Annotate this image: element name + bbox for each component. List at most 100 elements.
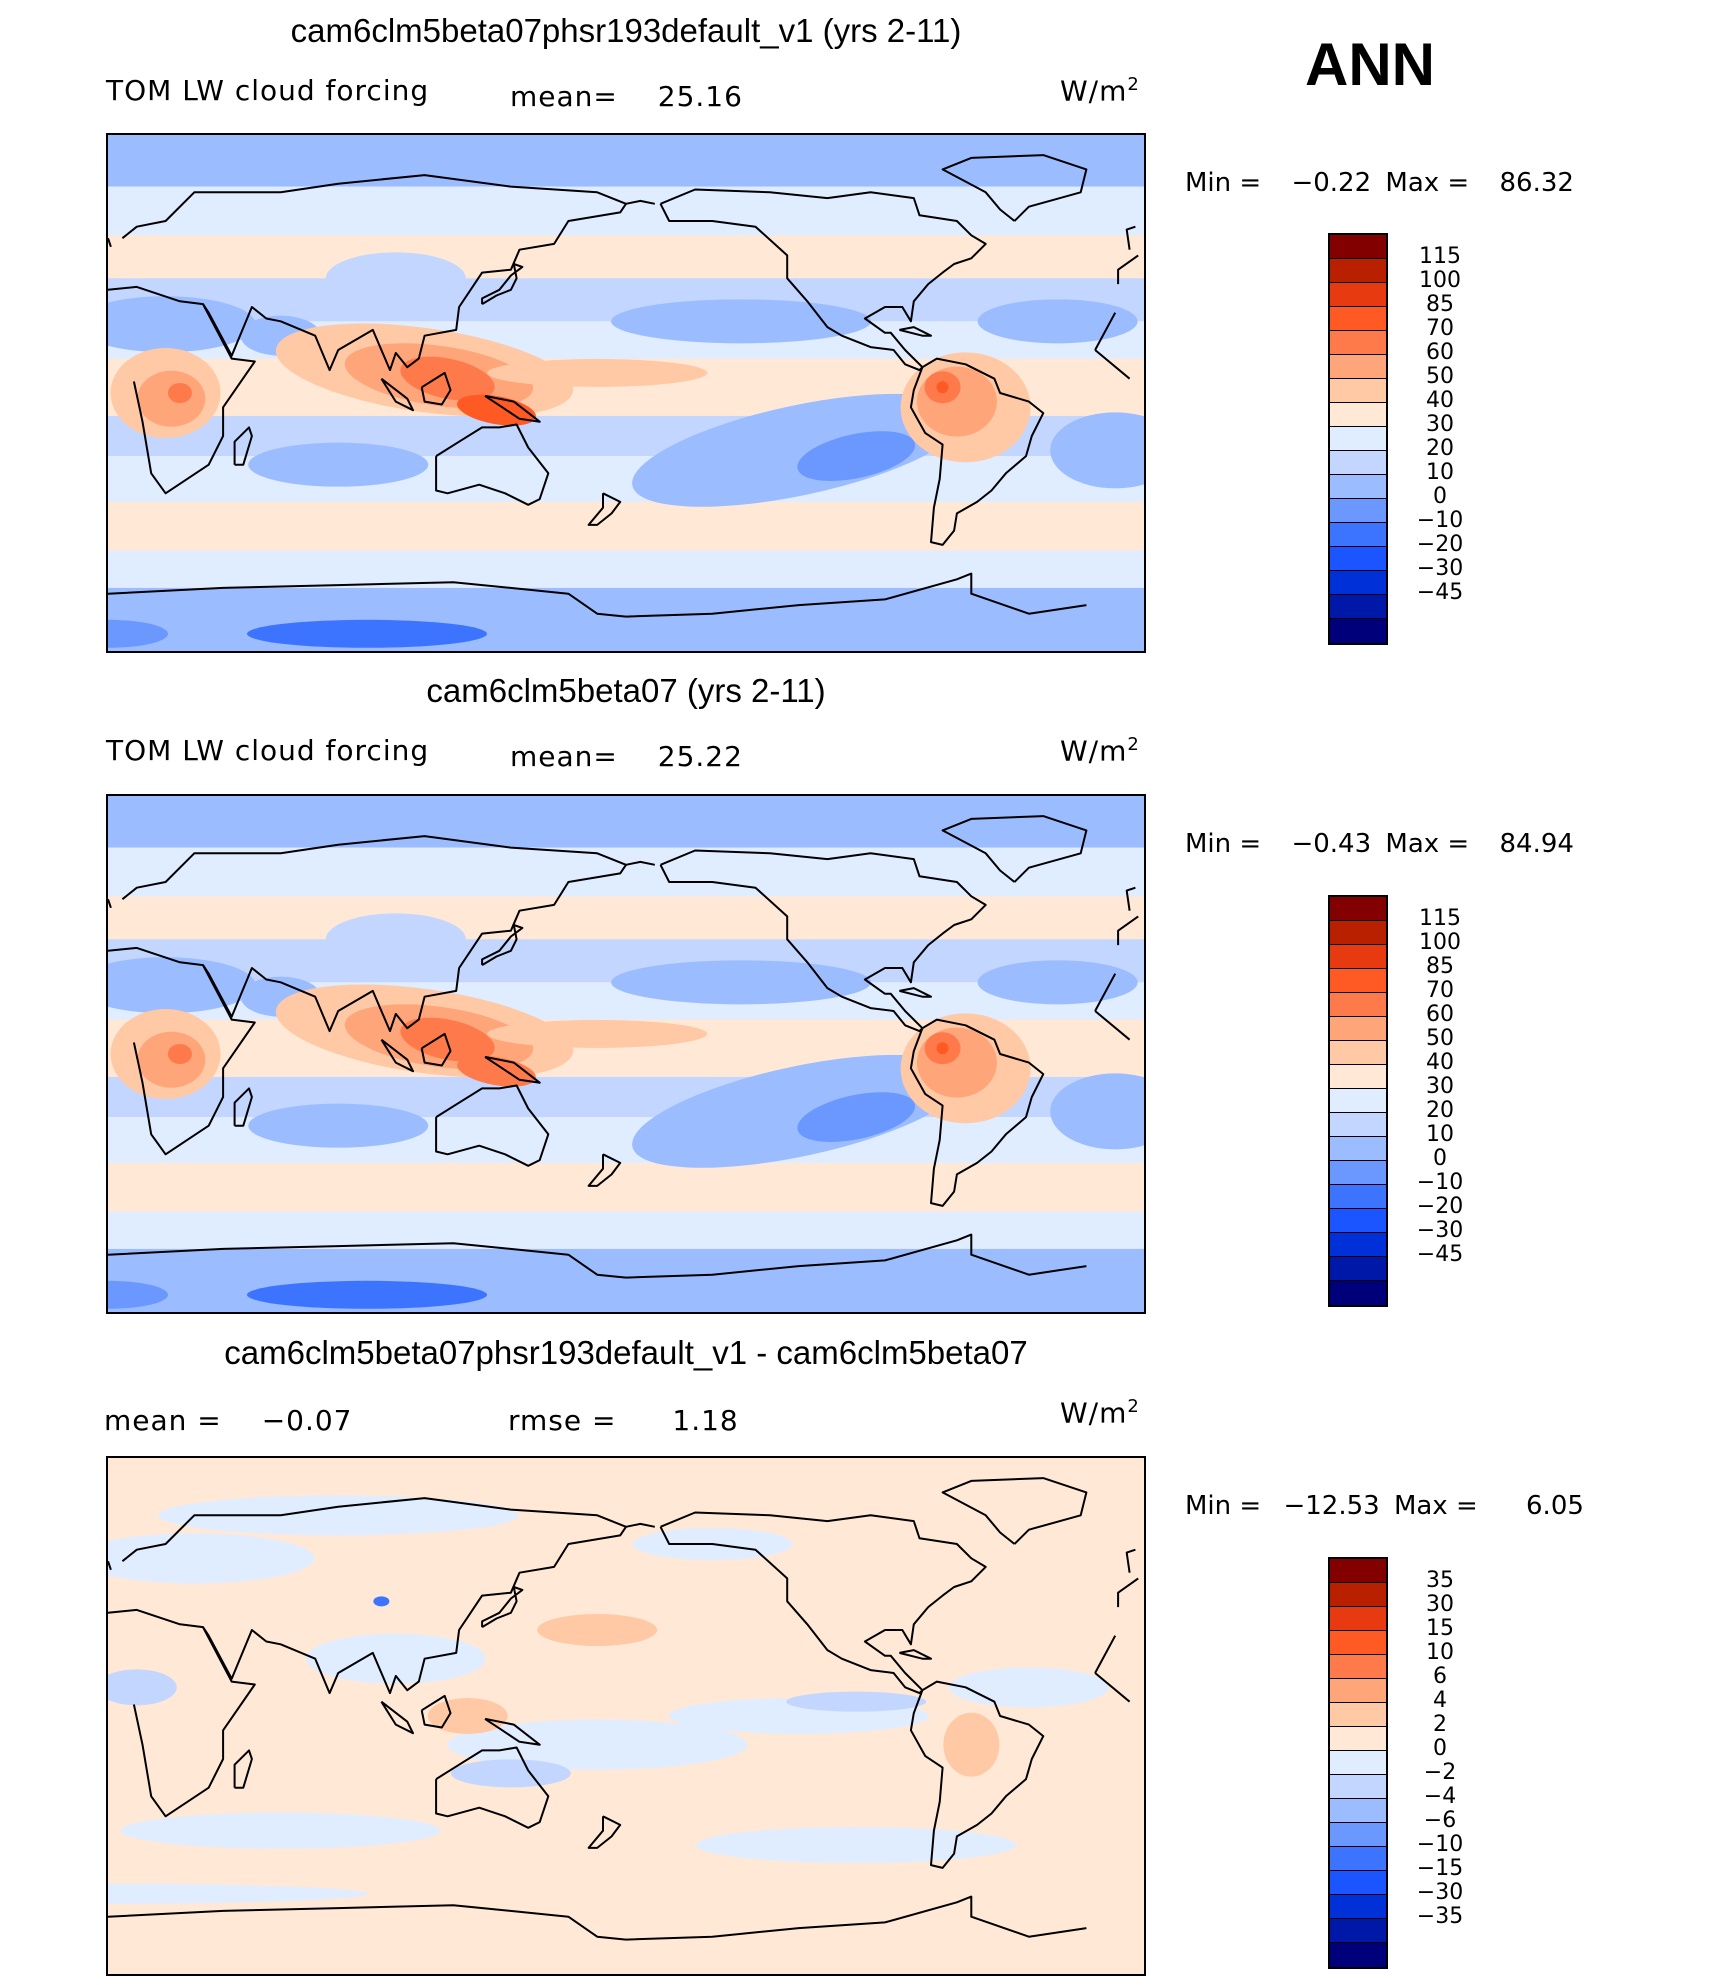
colorbar-swatch (1330, 451, 1386, 475)
panel-1-colorbar (1328, 233, 1388, 645)
coastline (202, 864, 627, 1033)
colorbar-tick-label: 0 (1433, 484, 1447, 509)
coastline (484, 1717, 541, 1746)
indian-ocean-low (248, 442, 429, 487)
colorbar-swatch (1330, 1655, 1386, 1679)
panel-3-minmax: Min = −12.53 Max = 6.05 (1185, 1491, 1584, 1521)
coastline (587, 1815, 622, 1849)
colorbar-swatch (1330, 307, 1386, 331)
coastline (909, 1680, 1045, 1869)
colorbar-tick-label: 30 (1426, 1592, 1454, 1617)
colorbar-tick-label: 0 (1433, 1146, 1447, 1171)
panel-2-map (106, 794, 1146, 1314)
colorbar-tick-label: −10 (1416, 1170, 1464, 1195)
panel-2-minmax: Min = −0.43 Max = 84.94 (1185, 829, 1574, 859)
colorbar-tick-label: 100 (1419, 930, 1461, 955)
panel-2-units-text: W/m (1060, 734, 1128, 768)
colorbar-tick-label: −10 (1416, 1832, 1464, 1857)
se-pacific-core (797, 1092, 916, 1142)
panel-2-colorbar (1328, 895, 1388, 1307)
colorbar-tick-label: 0 (1433, 1736, 1447, 1761)
colorbar-swatch (1330, 1137, 1386, 1161)
panel-3-rmse: rmse = 1.18 (508, 1404, 739, 1437)
storm-track-south (108, 1162, 1144, 1212)
storm-track-north (108, 896, 1144, 940)
panel-1-units-sup: 2 (1127, 74, 1140, 95)
panel-3-mean: mean = −0.07 (104, 1404, 353, 1437)
amazon-max (936, 1042, 949, 1055)
colorbar-swatch (1330, 897, 1386, 921)
coastline (233, 1087, 253, 1127)
colorbar-swatch (1330, 1017, 1386, 1041)
panel-1-colorbar-labels: 115 100 85 70 60 50 40 30 20 10 0 −10 −20 −30 −45 (1400, 233, 1480, 645)
panel-2-mean: mean= 25.22 (510, 740, 743, 773)
colorbar-swatch (1330, 1065, 1386, 1089)
negative-diff-core (108, 1669, 177, 1706)
coastline (484, 1055, 541, 1084)
colorbar-swatch (1330, 1281, 1386, 1305)
panel-2-units-sup: 2 (1127, 734, 1140, 755)
colorbar-swatch (1330, 1113, 1386, 1137)
colorbar-swatch (1330, 427, 1386, 451)
panel-3-rmse-value: 1.18 (672, 1404, 739, 1437)
coastline (108, 946, 1131, 1156)
colorbar-swatch (1330, 993, 1386, 1017)
panel-3-units-text: W/m (1060, 1396, 1128, 1430)
itcz-pacific (487, 1019, 708, 1048)
coastline (435, 423, 550, 506)
congo-core (167, 1044, 192, 1064)
colorbar-tick-label: 40 (1426, 1050, 1454, 1075)
panel-1-mean: mean= 25.16 (510, 80, 743, 113)
antarctica-band (108, 587, 1144, 651)
colorbar-swatch (1330, 595, 1386, 619)
colorbar-swatch (1330, 499, 1386, 523)
high-north-band (108, 186, 1144, 236)
colorbar-swatch (1330, 1847, 1386, 1871)
negative-diff-region (120, 1812, 441, 1849)
colorbar-swatch (1330, 1943, 1386, 1967)
npac-positive (537, 1614, 658, 1646)
amazon-positive (943, 1712, 1000, 1777)
colorbar-tick-label: −2 (1423, 1760, 1457, 1785)
colorbar-tick-label: −20 (1416, 1194, 1464, 1219)
panel-3-units: W/m2 (1060, 1396, 1140, 1429)
negative-diff-core (450, 1759, 571, 1788)
coastline (625, 1522, 655, 1528)
colorbar-swatch (1330, 1185, 1386, 1209)
colorbar-tick-label: 60 (1426, 340, 1454, 365)
coastline (380, 1700, 414, 1735)
colorbar-swatch (1330, 523, 1386, 547)
sahara-low (108, 296, 256, 353)
panel-3-map (106, 1456, 1146, 1976)
coastline (659, 1511, 987, 1695)
colorbar-swatch (1330, 547, 1386, 571)
colorbar-tick-label: 10 (1426, 460, 1454, 485)
coastline (659, 188, 987, 372)
panel-3-map-svg (108, 1458, 1144, 1974)
coastline (941, 815, 1088, 883)
panel-1-map (106, 133, 1146, 653)
asia-low (325, 252, 466, 305)
colorbar-swatch (1330, 1559, 1386, 1583)
coastline (233, 426, 253, 466)
panel-1-title: cam6clm5beta07phsr193default_v1 (yrs 2-1… (290, 12, 962, 49)
colorbar-swatch (1330, 1703, 1386, 1727)
indian-ocean-low (248, 1103, 429, 1148)
colorbar-swatch (1330, 1209, 1386, 1233)
coastline (420, 1032, 452, 1067)
colorbar-swatch (1330, 1607, 1386, 1631)
panel-3-min-value: −12.53 (1283, 1491, 1380, 1521)
panel-1-max-label: Max = (1385, 168, 1470, 198)
colorbar-tick-label: 70 (1426, 316, 1454, 341)
coastline (121, 835, 1139, 946)
tibet-min (373, 1596, 390, 1607)
colorbar-tick-label: 70 (1426, 978, 1454, 1003)
colorbar-tick-label: 35 (1426, 1568, 1454, 1593)
colorbar-swatch (1330, 331, 1386, 355)
coastline (380, 377, 414, 412)
panel-2-max-label: Max = (1385, 829, 1470, 859)
colorbar-tick-label: −45 (1416, 1242, 1464, 1267)
colorbar-tick-label: 6 (1433, 1664, 1447, 1689)
panel-1-variable: TOM LW cloud forcing (106, 74, 430, 107)
colorbar-tick-label: 15 (1426, 1616, 1454, 1641)
